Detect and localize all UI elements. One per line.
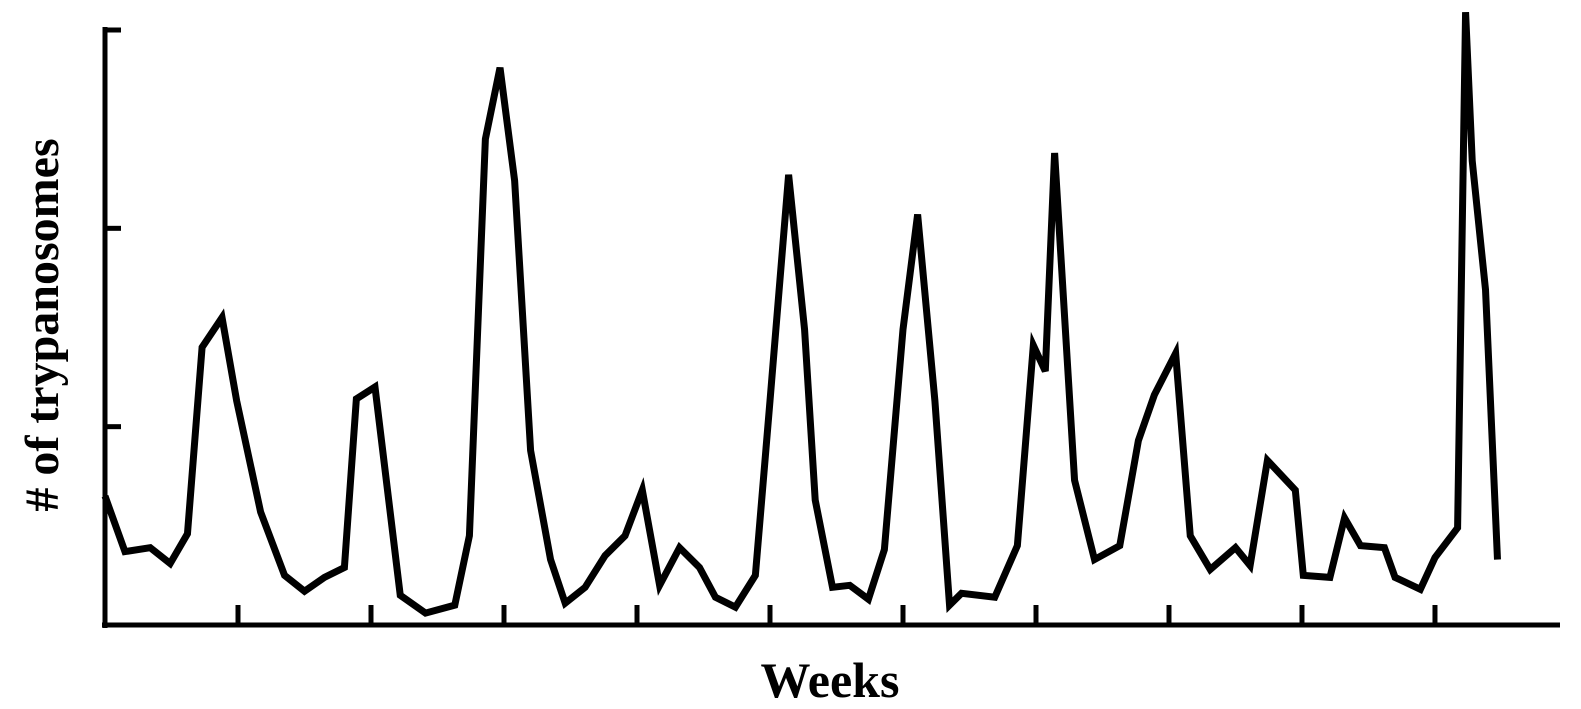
y-axis-label: # of trypanosomes (16, 138, 69, 511)
x-axis-label: Weeks (761, 652, 900, 708)
data-line (101, 11, 1501, 617)
